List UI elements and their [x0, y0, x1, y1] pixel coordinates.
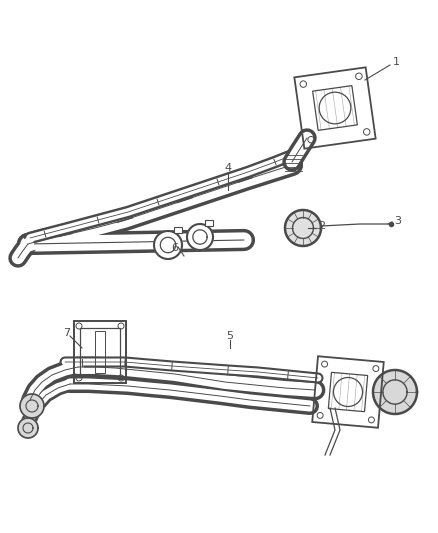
Bar: [174, 227, 182, 232]
Polygon shape: [285, 210, 321, 246]
Text: 6: 6: [171, 243, 178, 253]
Polygon shape: [20, 394, 44, 418]
Bar: [205, 220, 213, 225]
Polygon shape: [187, 224, 213, 250]
Bar: [80, 328, 120, 376]
Text: 5: 5: [226, 331, 233, 341]
Text: 2: 2: [318, 221, 325, 231]
Bar: [74, 321, 126, 383]
Bar: [95, 331, 105, 373]
Polygon shape: [154, 231, 182, 259]
Text: 3: 3: [394, 216, 401, 226]
Polygon shape: [18, 418, 38, 438]
Text: 4: 4: [224, 163, 232, 173]
Polygon shape: [373, 370, 417, 414]
Text: 1: 1: [393, 57, 400, 67]
Text: 7: 7: [64, 328, 71, 338]
